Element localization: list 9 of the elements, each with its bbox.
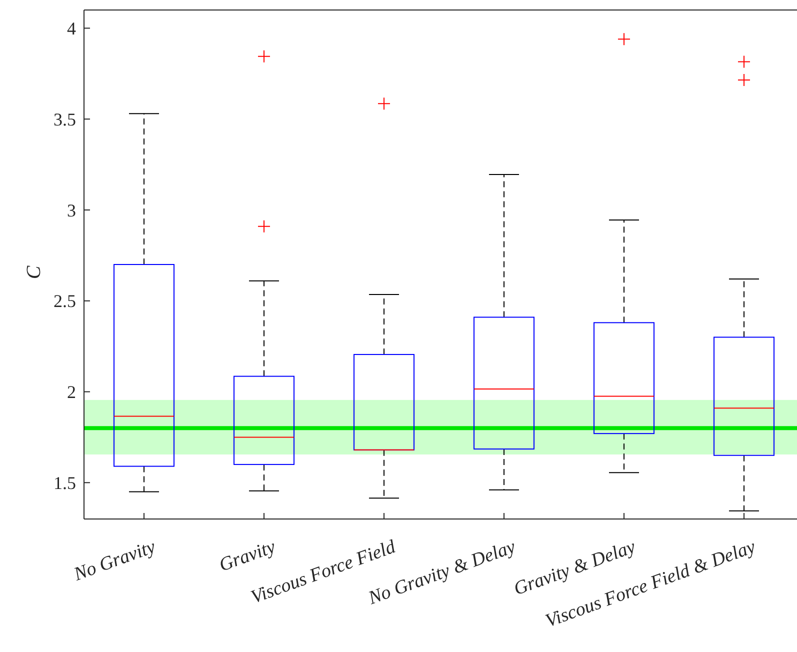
y-tick-label: 3.5 [54,109,76,130]
y-tick-label: 4 [67,18,76,38]
x-tick-label: Gravity [216,536,279,576]
y-tick-label: 2.5 [54,291,76,312]
x-tick-label: No Gravity [70,536,159,586]
y-tick-label: 3 [67,200,76,220]
y-axis-title: C [23,265,45,280]
y-tick-label: 1.5 [54,472,76,493]
y-tick-label: 2 [67,382,76,402]
